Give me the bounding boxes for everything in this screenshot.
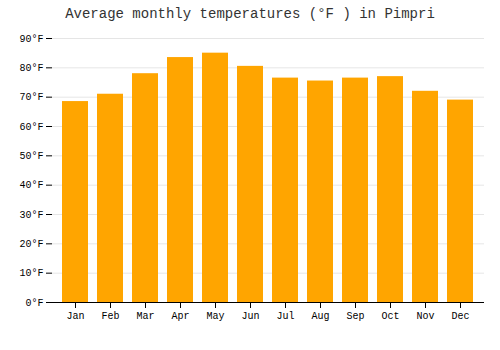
svg-text:Nov: Nov [416, 311, 434, 322]
svg-text:30°F: 30°F [19, 210, 43, 221]
svg-text:0°F: 0°F [25, 298, 43, 309]
svg-text:10°F: 10°F [19, 268, 43, 279]
svg-text:Jun: Jun [241, 311, 259, 322]
svg-text:80°F: 80°F [19, 63, 43, 74]
svg-text:90°F: 90°F [19, 34, 43, 45]
svg-text:50°F: 50°F [19, 151, 43, 162]
svg-text:Oct: Oct [381, 311, 399, 322]
svg-text:Jul: Jul [276, 311, 294, 322]
svg-text:Aug: Aug [311, 311, 329, 322]
svg-text:Dec: Dec [451, 311, 469, 322]
svg-text:Jan: Jan [66, 311, 84, 322]
svg-text:60°F: 60°F [19, 122, 43, 133]
svg-text:Mar: Mar [136, 311, 154, 322]
html-text:Average monthly temperatures (: Average monthly temperatures (°F ) in Pi… [65, 6, 435, 22]
svg-text:70°F: 70°F [19, 92, 43, 103]
svg-text:Sep: Sep [346, 311, 364, 322]
svg-text:Feb: Feb [101, 311, 119, 322]
svg-text:40°F: 40°F [19, 180, 43, 191]
svg-text:May: May [206, 311, 224, 322]
svg-text:20°F: 20°F [19, 239, 43, 250]
svg-text:Apr: Apr [171, 311, 189, 322]
